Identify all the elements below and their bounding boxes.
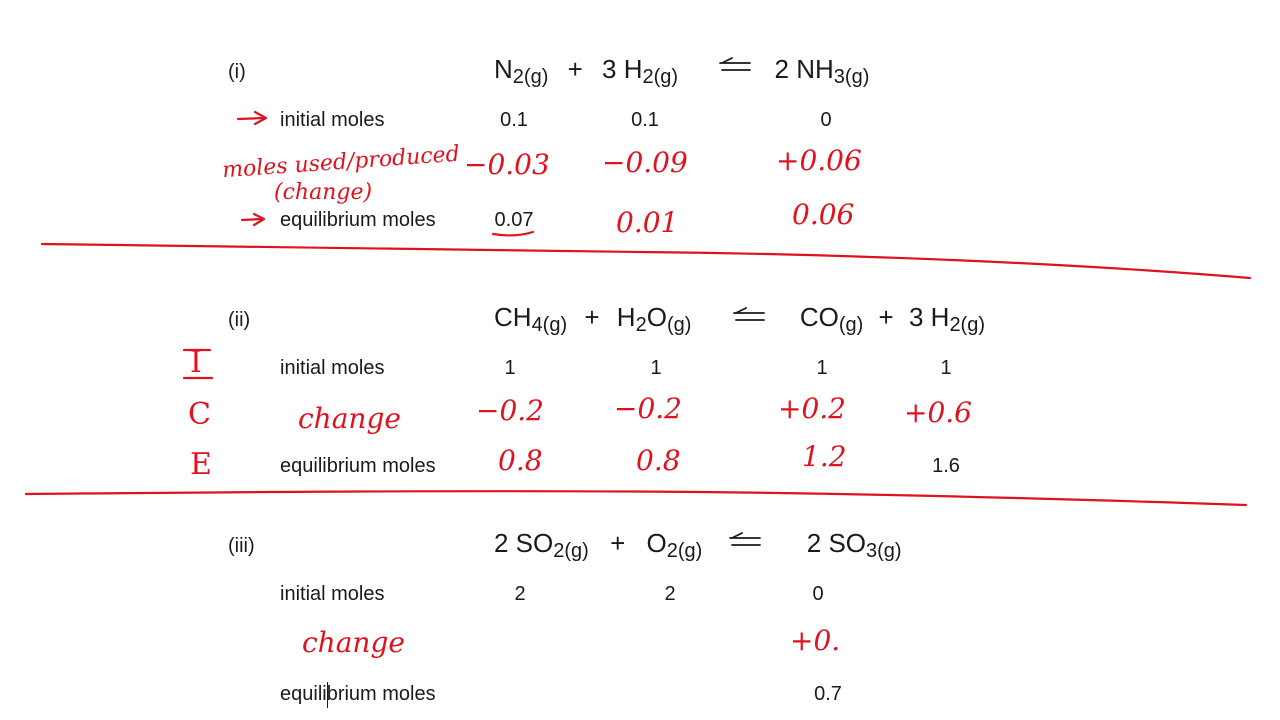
species: N xyxy=(494,54,513,84)
cell-handwritten: +0.2 xyxy=(778,392,846,425)
underline-0-07 xyxy=(491,230,535,237)
arrow-pointer-equilibrium xyxy=(240,212,266,227)
cell: 0.07 xyxy=(494,209,534,231)
ice-letter-i: I xyxy=(190,345,202,380)
row-label-initial: initial moles xyxy=(280,357,385,379)
equation-ii: CH4(g) + H2O(g) ⇌ CO(g) + 3 H2(g) xyxy=(494,302,986,336)
cell-handwritten: +0.6 xyxy=(904,396,972,429)
cell-handwritten: 1.2 xyxy=(802,440,847,473)
section-label-i: (i) xyxy=(228,61,246,83)
row-label-equilibrium: equilibrium moles xyxy=(280,683,436,705)
equilibrium-arrow: ⇌ xyxy=(699,302,793,332)
section-label-iii: (iii) xyxy=(228,535,255,557)
separator-line-2 xyxy=(24,490,1248,507)
cell-handwritten: −0.03 xyxy=(464,148,550,181)
row-label-equilibrium: equilibrium moles xyxy=(280,209,436,231)
cell: 0.1 xyxy=(631,109,659,131)
row-label-equilibrium: equilibrium moles xyxy=(280,455,436,477)
section-label-ii: (ii) xyxy=(228,309,251,331)
row-label-change-handwritten: change xyxy=(298,402,401,435)
cell-handwritten: −0.2 xyxy=(476,394,544,427)
equilibrium-arrow: ⇌ xyxy=(685,54,767,84)
cell-handwritten: 0.8 xyxy=(636,444,681,477)
equation-iii: 2 SO2(g) + O2(g) ⇌ 2 SO3(g) xyxy=(494,528,902,562)
cell: 0 xyxy=(812,583,824,605)
ice-letter-c: C xyxy=(188,397,211,432)
cell-handwritten: −0.09 xyxy=(602,146,688,179)
cell: 0.1 xyxy=(500,109,528,131)
cell: 1.6 xyxy=(932,455,960,477)
cell-handwritten: +0.06 xyxy=(776,144,862,177)
cell-handwritten: 0.8 xyxy=(498,444,543,477)
separator-line-1 xyxy=(40,242,1252,280)
cell-handwritten: +0. xyxy=(790,624,841,657)
row-label-initial: initial moles xyxy=(280,583,385,605)
row-label-initial: initial moles xyxy=(280,109,385,131)
ice-letter-e: E xyxy=(190,447,212,482)
cell: 2 xyxy=(514,583,526,605)
cell: 0 xyxy=(820,109,832,131)
cell: 1 xyxy=(504,357,516,379)
cell: 1 xyxy=(650,357,662,379)
cell-handwritten: 0.01 xyxy=(616,206,679,239)
arrow-pointer-initial xyxy=(236,110,268,126)
cell-handwritten: 0.06 xyxy=(792,198,855,231)
cell: 1 xyxy=(816,357,828,379)
equilibrium-arrow: ⇌ xyxy=(710,528,800,558)
cell: 0.7 xyxy=(814,683,842,705)
text-cursor xyxy=(327,682,328,708)
cell: 2 xyxy=(664,583,676,605)
cell-handwritten: −0.2 xyxy=(614,392,682,425)
row-label-change-handwritten: change xyxy=(302,626,405,659)
cell: 1 xyxy=(940,357,952,379)
row-label-change-sub: (change) xyxy=(274,180,373,205)
equation-i: N2(g) + 3 H2(g) ⇌ 2 NH3(g) xyxy=(494,54,870,88)
